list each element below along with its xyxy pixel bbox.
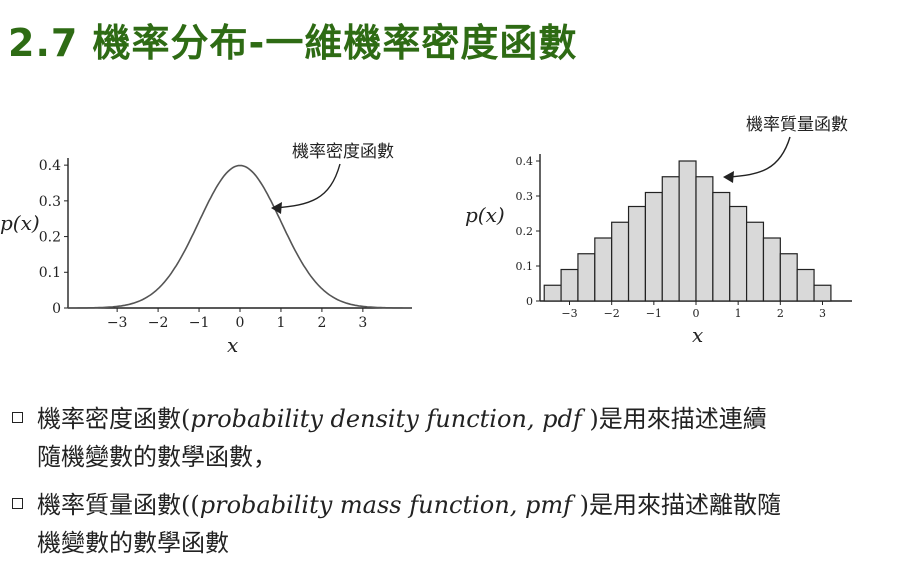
pmf-bar <box>695 176 714 302</box>
pmf-y-tick-label: 0.1 <box>516 260 534 273</box>
pmf-bar <box>729 205 748 302</box>
pmf-y-tick-label: 0.4 <box>516 155 534 168</box>
pmf-x-tick-label: −1 <box>646 307 662 320</box>
bullet-text: 機率質量函數((probability mass function, pmf )… <box>37 486 781 562</box>
pdf-x-tick-label: 3 <box>358 315 367 331</box>
square-bullet-icon <box>12 498 23 509</box>
bullet-text-post: )是用來描述離散隨 <box>579 491 781 519</box>
pmf-arrowhead <box>723 171 734 183</box>
bullet-text: 機率密度函數(probability density function, pdf… <box>37 400 767 476</box>
pdf-annotation: 機率密度函數 <box>292 142 394 162</box>
pdf-x-tick-label: −2 <box>148 315 169 331</box>
pmf-x-tick-label: 0 <box>693 307 700 320</box>
pmf-bar <box>594 237 613 302</box>
pdf-xlabel: x <box>227 333 238 357</box>
bullet-list: 機率密度函數(probability density function, pdf… <box>8 400 898 572</box>
pmf-bar <box>577 253 596 302</box>
pdf-y-tick-label: 0.1 <box>39 265 61 281</box>
pmf-y-tick-label: 0.2 <box>516 225 534 238</box>
pmf-x-tick-label: 1 <box>735 307 742 320</box>
pmf-chart: −3 −2 −1 0 1 2 3 0 0.1 0.2 0.3 0.4 機率質量函數 p(x) x <box>465 115 852 347</box>
pdf-x-tick-label: −3 <box>107 315 128 331</box>
pdf-chart: −3 −2 −1 0 1 2 3 0 0.1 0.2 0.3 0.4 機率密度函數 p(x) x <box>0 142 412 357</box>
pdf-annotation-arrow <box>274 163 341 209</box>
bullet-item: 機率質量函數((probability mass function, pmf )… <box>8 486 898 562</box>
pdf-ylabel: p(x) <box>0 211 40 235</box>
pmf-bar <box>779 253 798 302</box>
pdf-y-tick-label: 0 <box>52 301 61 317</box>
pdf-y-tick-label: 0.4 <box>39 158 61 174</box>
pmf-y-tick-label: 0.3 <box>516 190 534 203</box>
pmf-x-tick-label: 2 <box>777 307 784 320</box>
pdf-arrowhead <box>271 202 282 214</box>
pmf-annotation-arrow <box>727 136 791 178</box>
pmf-x-tick-label: −3 <box>561 307 577 320</box>
pdf-x-tick-label: 2 <box>317 315 326 331</box>
pmf-y-tick-label: 0 <box>526 295 533 308</box>
pdf-x-tick-label: 0 <box>236 315 245 331</box>
pmf-bar <box>678 160 697 302</box>
bullet-item: 機率密度函數(probability density function, pdf… <box>8 400 898 476</box>
pmf-bar <box>611 221 630 302</box>
bullet-text-line2: 機變數的數學函數 <box>37 529 229 557</box>
pmf-bar <box>762 237 781 302</box>
bullet-text-pre: 機率質量函數(( <box>37 491 200 519</box>
bullet-text-italic: probability density function, pdf <box>190 405 590 433</box>
pmf-x-tick-label: −2 <box>604 307 620 320</box>
bullet-text-italic: probability mass function, pmf <box>199 491 580 519</box>
pmf-bar <box>560 268 579 302</box>
bullet-text-pre: 機率密度函數( <box>37 405 191 433</box>
pmf-bar <box>661 176 680 302</box>
pmf-annotation: 機率質量函數 <box>746 115 848 135</box>
pmf-x-tick-label: 3 <box>819 307 826 320</box>
pdf-x-tick-label: −1 <box>189 315 210 331</box>
pdf-curve <box>68 164 412 309</box>
pmf-xlabel: x <box>692 323 703 347</box>
pdf-x-tick-label: 1 <box>276 315 285 331</box>
pmf-bar <box>627 205 647 302</box>
pmf-bar <box>813 284 832 302</box>
pmf-ylabel: p(x) <box>465 203 505 227</box>
pdf-y-tick-label: 0.3 <box>39 194 61 210</box>
bullet-text-post: )是用來描述連續 <box>589 405 767 433</box>
pdf-y-tick-label: 0.2 <box>39 229 61 245</box>
pmf-bar <box>644 191 663 302</box>
slide-title: 2.7 機率分布-一維機率密度函數 <box>8 21 578 65</box>
pmf-bar <box>796 268 815 302</box>
square-bullet-icon <box>12 412 23 423</box>
bullet-text-line2: 隨機變數的數學函數， <box>37 443 277 471</box>
pmf-bar <box>712 191 731 302</box>
pmf-bar <box>745 221 765 302</box>
pmf-bar <box>543 284 562 302</box>
